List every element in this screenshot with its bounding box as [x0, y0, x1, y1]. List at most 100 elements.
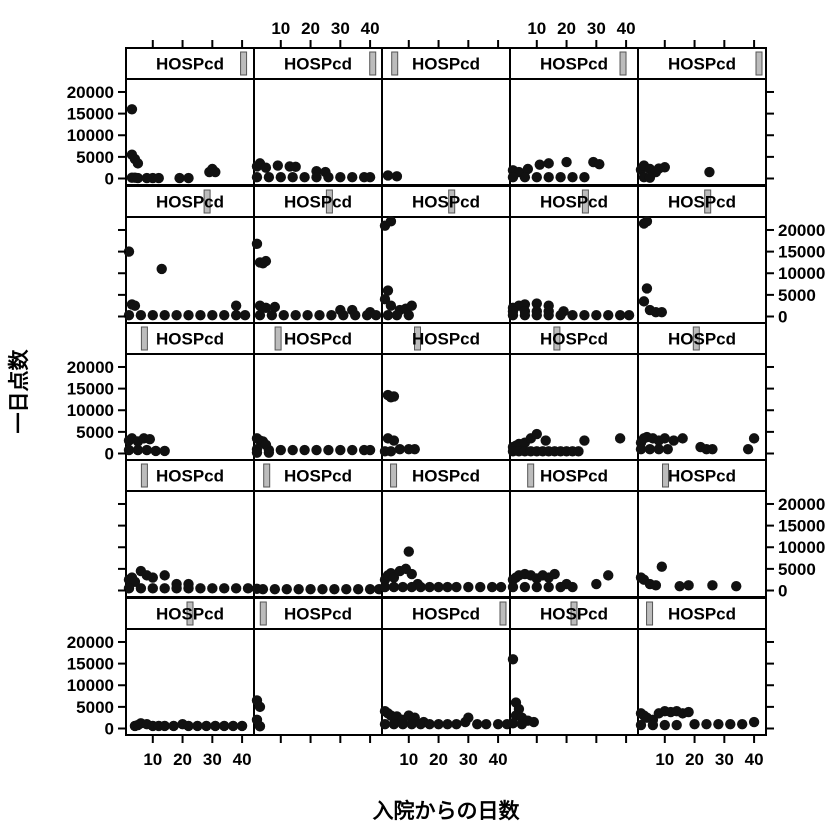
data-point: [183, 720, 194, 732]
x-tick-label: 10: [527, 19, 546, 38]
strip-label: HOSPcd: [284, 467, 352, 486]
data-point: [347, 444, 358, 456]
x-tick-label: 40: [745, 750, 764, 769]
data-point: [683, 706, 694, 718]
data-point: [210, 166, 221, 178]
strip-indicator: [527, 463, 535, 488]
data-point: [442, 581, 453, 593]
data-point: [406, 581, 417, 593]
panel-frame: [381, 490, 511, 598]
strip-indicator: [390, 463, 398, 488]
data-point: [475, 581, 486, 593]
x-tick-label: 30: [331, 19, 350, 38]
data-point: [409, 443, 420, 455]
strip-indicator: [325, 189, 333, 214]
data-point: [397, 581, 409, 593]
panel: HOSPcd: [507, 47, 639, 186]
data-point: [132, 158, 144, 169]
data-point: [141, 444, 153, 456]
data-point: [662, 443, 673, 455]
data-point: [519, 581, 531, 593]
data-point: [123, 583, 135, 594]
data-point: [638, 296, 650, 307]
panel: HOSPcd: [635, 459, 767, 598]
x-tick-label: 20: [685, 750, 704, 769]
strip-indicator: [240, 51, 248, 76]
data-point: [403, 546, 414, 557]
strip-label: HOSPcd: [668, 467, 736, 486]
strip-label: HOSPcd: [156, 605, 224, 624]
x-tick-label: 40: [233, 750, 252, 769]
data-point: [159, 570, 170, 581]
x-tick-label: 10: [143, 750, 162, 769]
data-point: [147, 572, 158, 583]
data-point: [707, 580, 718, 591]
data-point: [129, 300, 141, 311]
data-point: [364, 172, 376, 183]
panel: HOSPcd: [123, 322, 255, 461]
data-point: [126, 104, 138, 115]
data-point: [531, 298, 542, 309]
data-point: [635, 443, 647, 455]
data-point: [531, 581, 542, 593]
data-point: [385, 216, 397, 227]
data-point: [507, 718, 519, 729]
data-point: [391, 171, 403, 182]
panel: HOSPcd: [507, 322, 639, 461]
panel: HOSPcd: [379, 185, 511, 324]
strip-label: HOSPcd: [668, 330, 736, 349]
panel: HOSPcd: [251, 47, 383, 186]
y-tick-label: 5000: [76, 698, 114, 717]
data-point: [391, 310, 403, 321]
data-point: [364, 444, 376, 456]
data-point: [183, 172, 194, 184]
data-point: [677, 433, 688, 444]
y-tick-label: 10000: [778, 264, 825, 283]
strip-label: HOSPcd: [284, 193, 352, 212]
data-point: [254, 721, 266, 732]
data-point: [123, 310, 135, 321]
data-point: [394, 443, 406, 455]
data-point: [257, 584, 269, 595]
data-point: [555, 172, 566, 183]
x-tick-label: 10: [271, 19, 290, 38]
panel: HOSPcd: [379, 597, 513, 736]
data-point: [263, 447, 275, 458]
y-tick-label: 10000: [67, 676, 114, 695]
strip-indicator: [369, 51, 377, 76]
data-point: [671, 719, 682, 731]
data-point: [210, 720, 221, 732]
data-point: [725, 718, 736, 730]
panel: HOSPcd: [251, 459, 385, 598]
data-point: [219, 310, 230, 321]
data-point: [168, 720, 179, 732]
data-point: [251, 238, 263, 250]
data-point: [382, 310, 394, 321]
data-point: [549, 568, 560, 580]
data-point: [281, 584, 292, 595]
data-point: [507, 654, 519, 665]
panel-strip: [509, 322, 639, 355]
data-point: [507, 581, 519, 593]
data-point: [516, 718, 528, 730]
strip-indicator: [704, 189, 712, 214]
data-point: [287, 444, 298, 456]
data-point: [519, 172, 531, 183]
data-point: [183, 583, 194, 594]
y-tick-label: 10000: [778, 538, 825, 557]
strip-indicator: [755, 51, 763, 76]
data-point: [656, 306, 668, 318]
data-point: [171, 583, 182, 594]
x-axis-title: 入院からの日数: [373, 799, 521, 823]
y-tick-label: 0: [778, 582, 787, 601]
strip-indicator: [619, 51, 627, 76]
data-point: [451, 718, 462, 730]
data-point: [406, 300, 417, 311]
strip-label: HOSPcd: [156, 467, 224, 486]
data-point: [326, 310, 337, 321]
data-point: [269, 584, 281, 595]
data-point: [156, 263, 167, 275]
y-tick-label: 10000: [67, 401, 114, 420]
strip-indicator: [274, 326, 282, 351]
panel-frame: [637, 628, 767, 736]
